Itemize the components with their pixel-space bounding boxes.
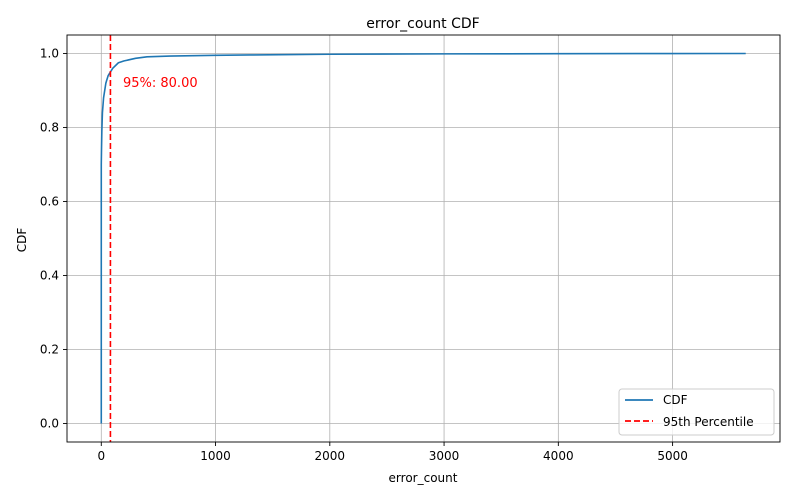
y-tick-label: 1.0 [40,47,59,61]
legend: CDF 95th Percentile [618,388,775,436]
legend-box [618,388,775,436]
x-tick-label: 4000 [543,449,574,463]
legend-label-95th-percentile: 95th Percentile [663,415,754,429]
y-tick-label: 0.6 [40,195,59,209]
chart-title: error_count CDF [366,16,479,32]
plot-frame [66,34,781,443]
x-axis-title: error_count [389,471,458,485]
y-tick-label: 0.0 [40,417,59,431]
percentile-annotation: 95%: 80.00 [123,76,198,91]
y-tick-label: 0.4 [40,269,59,283]
y-axis-title: CDF [15,228,29,253]
x-tick-label: 1000 [200,449,231,463]
tick-layer: 0 1000 2000 3000 4000 5000 0.0 0.2 0.4 0.6 0.8 1.0 [40,47,688,464]
y-tick-label: 0.2 [40,343,59,357]
x-tick-label: 2000 [315,449,346,463]
axes-layer [66,34,781,443]
x-tick-label: 0 [97,449,105,463]
x-tick-label: 5000 [657,449,688,463]
x-tick-label: 3000 [429,449,460,463]
legend-label-cdf: CDF [663,393,688,407]
cdf-series-line [100,52,746,424]
y-tick-label: 0.8 [40,121,59,135]
series-layer [100,35,746,442]
